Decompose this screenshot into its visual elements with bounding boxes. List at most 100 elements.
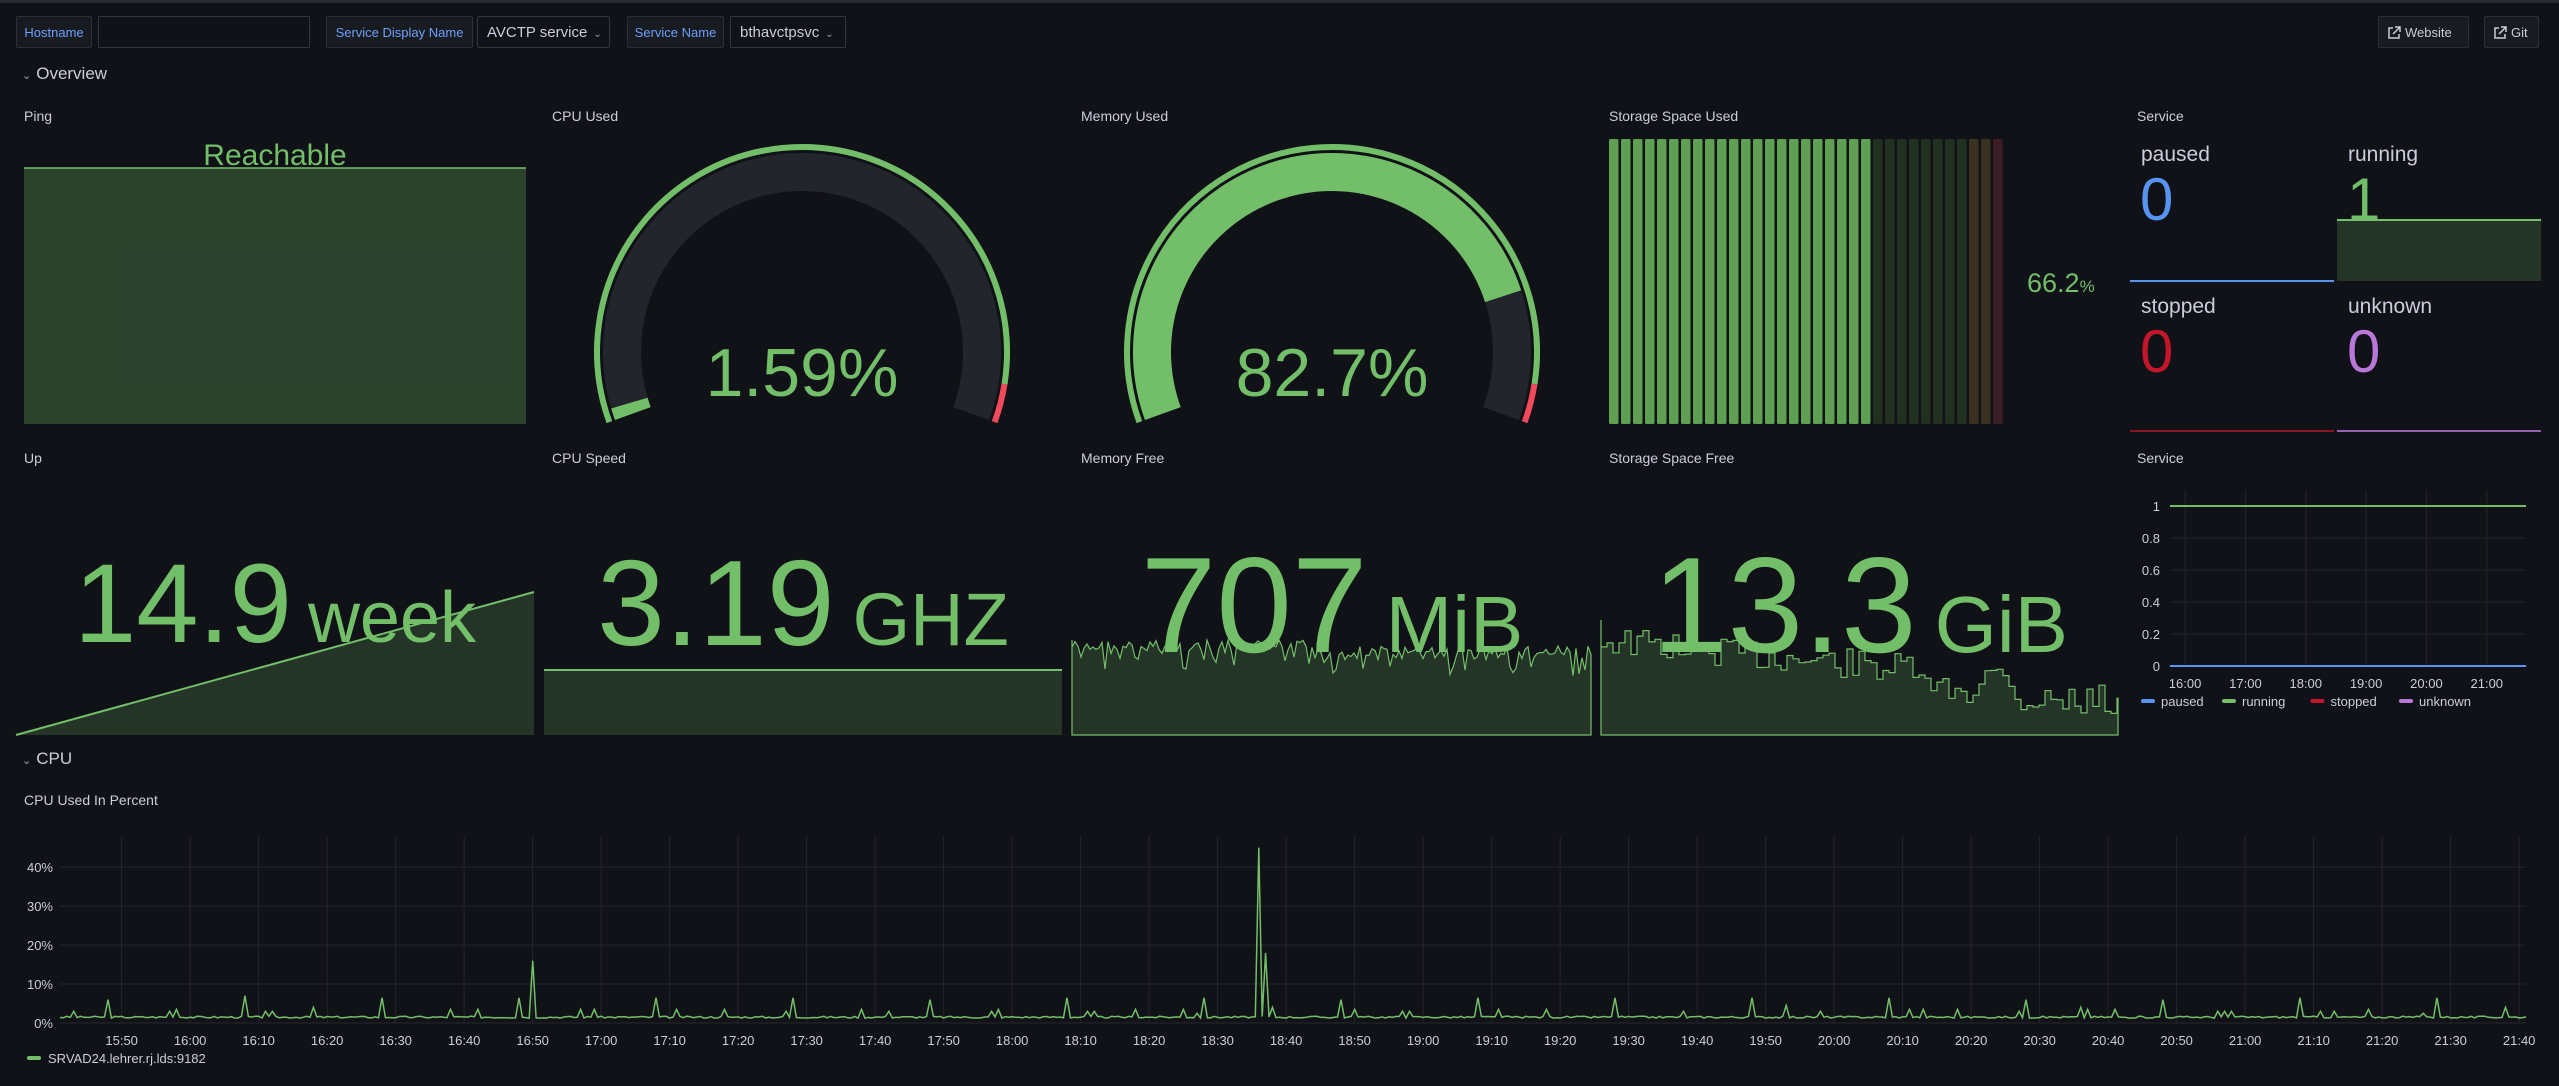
ping-value: Reachable (203, 139, 346, 172)
legend-swatch (27, 1056, 41, 1060)
cpu-speed-number: 3.19 (597, 535, 834, 671)
service-display-name-value: AVCTP service (487, 24, 588, 41)
panel-title-up: Up (24, 450, 42, 466)
panel-title-storage-free: Storage Space Free (1609, 450, 1735, 466)
service-display-name-select[interactable]: AVCTP service ⌄ (477, 16, 610, 48)
service-paused-label: paused (2141, 143, 2210, 166)
storage-bar-segment (1873, 139, 1883, 424)
storage-used-bar-gauge (1609, 139, 2003, 424)
external-link-icon (2388, 26, 2401, 39)
x-tick-label: 19:40 (1681, 1033, 1714, 1048)
storage-bar-segment (1717, 139, 1727, 424)
x-tick-label: 18:40 (1270, 1033, 1303, 1048)
row-overview-title: Overview (36, 64, 108, 83)
gauge-value-arc (1132, 152, 1522, 421)
memory-free-sparkline (1071, 637, 1592, 736)
gauge-threshold-red (991, 383, 1008, 424)
gauge-threshold-green (1124, 144, 1540, 424)
running-sparkline-fill (2337, 220, 2541, 281)
row-overview-toggle[interactable]: ⌄ Overview (22, 64, 107, 84)
x-tick-label: 20:30 (2023, 1033, 2056, 1048)
legend-item-paused: paused (2161, 694, 2204, 709)
storage-bar-segment (1765, 139, 1775, 424)
service-unknown-value: 0 (2347, 318, 2381, 385)
storage-bar-segment (1921, 139, 1931, 424)
storage-bar-segment (1789, 139, 1799, 424)
service-timeseries-chart: 0 0.2 0.4 0.6 0.8 1 16:00 17:00 18:00 19:00 20:00 2… (2141, 490, 2526, 709)
x-tick-label: 19:30 (1612, 1033, 1645, 1048)
x-tick-label: 20:40 (2092, 1033, 2125, 1048)
legend-item-unknown: unknown (2419, 694, 2471, 709)
storage-bar-segment (1693, 139, 1703, 424)
row-cpu-toggle[interactable]: ⌄ CPU (22, 749, 72, 769)
storage-bar-segment (1681, 139, 1691, 424)
panel-title-memory-free: Memory Free (1081, 450, 1165, 466)
y-tick-label: 1 (2153, 499, 2160, 514)
x-tick-label: 21:10 (2297, 1033, 2330, 1048)
memory-used-value: 82.7% (1236, 335, 1429, 411)
panel-title-storage-used: Storage Space Used (1609, 108, 1739, 124)
y-tick-label: 0 (2153, 659, 2160, 674)
up-unit: week (307, 578, 477, 658)
storage-used-unit: % (2080, 277, 2095, 296)
x-tick-label: 16:50 (516, 1033, 549, 1048)
service-unknown-label: unknown (2348, 295, 2433, 318)
x-tick-label: 19:00 (1407, 1033, 1440, 1048)
service-name-value: bthavctpsvc (740, 24, 820, 41)
x-tick-label: 18:30 (1201, 1033, 1234, 1048)
panel-title-cpu-percent: CPU Used In Percent (24, 792, 158, 808)
x-tick-label: 17:00 (585, 1033, 618, 1048)
storage-bar-segment (1657, 139, 1667, 424)
row-cpu-title: CPU (36, 749, 73, 768)
website-label: Website (2405, 25, 2452, 40)
storage-bar-segment (1849, 139, 1859, 424)
legend-item-stopped: stopped (2331, 694, 2377, 709)
storage-bar-segment (1801, 139, 1811, 424)
x-tick-label: 20:50 (2160, 1033, 2193, 1048)
x-tick-label: 21:40 (2503, 1033, 2536, 1048)
website-link-button[interactable]: Website (2378, 16, 2469, 48)
y-tick-label: 30% (27, 899, 53, 914)
service-name-select[interactable]: bthavctpsvc ⌄ (730, 16, 846, 48)
x-tick-label: 18:20 (1133, 1033, 1166, 1048)
storage-bar-segment (1861, 139, 1871, 424)
top-border (0, 0, 2559, 3)
legend-swatch-stopped (2310, 699, 2325, 703)
panel-title-service-stat: Service (2137, 108, 2184, 124)
storage-bar-segment (1837, 139, 1847, 424)
git-link-button[interactable]: Git (2484, 16, 2539, 48)
storage-bar-segment (1729, 139, 1739, 424)
service-running-value: 1 (2347, 166, 2381, 233)
x-tick-label: 20:00 (1818, 1033, 1851, 1048)
x-tick-label: 20:20 (1955, 1033, 1988, 1048)
panel-title-cpu-speed: CPU Speed (552, 450, 626, 466)
panel-title-cpu-used: CPU Used (552, 108, 619, 124)
panel-title-memory-used: Memory Used (1081, 108, 1169, 124)
storage-free-unit: GiB (1935, 580, 2068, 669)
cpu-speed-sparkline-fill (544, 670, 1062, 735)
y-tick-label: 10% (27, 977, 53, 992)
storage-free-number: 13.3 (1652, 529, 1917, 681)
cpu-series-line (59, 847, 2527, 1020)
storage-free-value: 13.3 GiB (1652, 529, 2068, 681)
x-tick-label: 21:20 (2366, 1033, 2399, 1048)
x-tick-label: 16:00 (174, 1033, 207, 1048)
up-number: 14.9 (74, 541, 292, 666)
storage-bar-segment (1753, 139, 1763, 424)
x-tick-label: 16:30 (379, 1033, 412, 1048)
storage-bar-segment (1933, 139, 1943, 424)
x-tick-label: 21:00 (2229, 1033, 2262, 1048)
x-tick-label: 19:00 (2350, 676, 2383, 691)
panel-title-service-timeseries: Service (2137, 450, 2184, 466)
storage-bar-segment (1969, 139, 1979, 424)
chevron-down-icon: ⌄ (22, 755, 32, 767)
legend-item: SRVAD24.lehrer.rj.lds:9182 (48, 1051, 206, 1066)
hostname-input[interactable] (98, 16, 310, 48)
storage-bar-segment (1645, 139, 1655, 424)
x-tick-label: 18:10 (1064, 1033, 1097, 1048)
storage-bar-segment (1705, 139, 1715, 424)
y-tick-label: 40% (27, 860, 53, 875)
storage-free-sparkline (1600, 620, 2119, 736)
x-tick-label: 19:50 (1749, 1033, 1782, 1048)
memory-free-value: 707 MiB (1141, 529, 1524, 681)
